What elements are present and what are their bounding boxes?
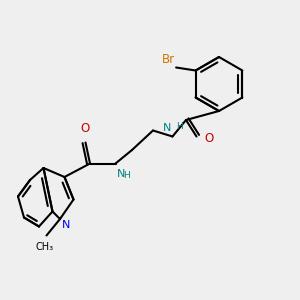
Text: H: H	[176, 122, 183, 131]
Text: N: N	[61, 220, 70, 230]
Text: O: O	[204, 131, 213, 145]
Text: H: H	[123, 171, 130, 180]
Text: Br: Br	[161, 53, 175, 66]
Text: CH₃: CH₃	[36, 242, 54, 251]
Text: O: O	[81, 122, 90, 135]
Text: N: N	[163, 123, 171, 133]
Text: N: N	[117, 169, 125, 179]
